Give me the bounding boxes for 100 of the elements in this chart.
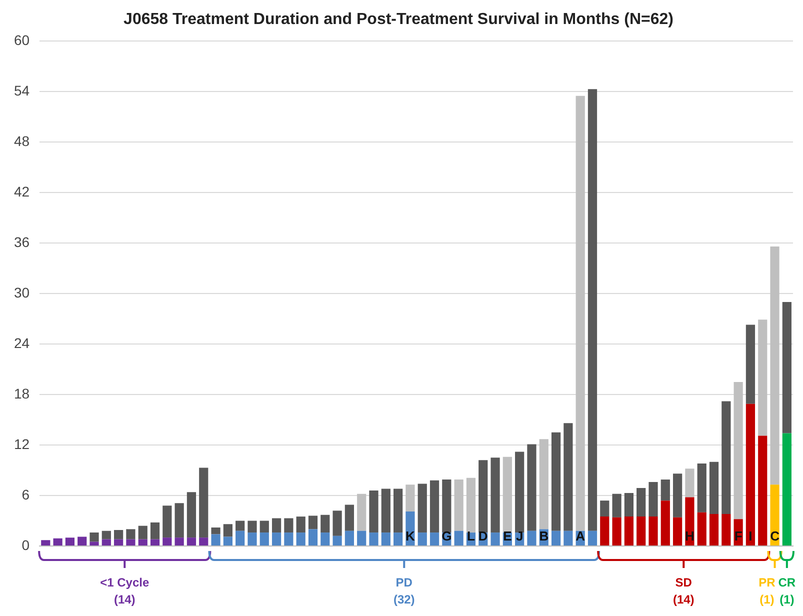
bar (138, 526, 148, 540)
y-tick-label: 24 (14, 334, 30, 351)
bar (90, 532, 99, 542)
bar (260, 532, 269, 546)
bar (782, 302, 792, 434)
data-label: I (748, 528, 752, 544)
bar (150, 539, 160, 546)
bar (332, 536, 342, 546)
bar (284, 518, 294, 533)
bar (746, 324, 756, 404)
bar (624, 492, 634, 517)
bar (102, 539, 111, 546)
bar (466, 478, 476, 533)
bar (673, 517, 682, 546)
bar (612, 494, 622, 518)
bar (320, 532, 330, 546)
bar (308, 529, 318, 546)
bar (770, 246, 780, 485)
bar (162, 538, 172, 546)
bar (223, 536, 232, 546)
bar (186, 538, 196, 546)
y-tick-label: 6 (22, 486, 30, 502)
bar (600, 516, 610, 546)
data-label: J (516, 528, 524, 544)
bar (588, 530, 598, 546)
bar (199, 538, 208, 546)
y-tick-label: 30 (14, 284, 30, 300)
text: CR (1) (778, 575, 796, 606)
bar (272, 532, 282, 546)
bar (612, 517, 622, 546)
legend-label: SD (14) (672, 575, 694, 606)
bar (236, 530, 245, 546)
bar (782, 433, 792, 546)
bar (588, 89, 598, 531)
legend-label: PR (1) (758, 575, 776, 606)
data-label: K (406, 528, 416, 544)
bar (478, 460, 488, 533)
bar (770, 484, 780, 546)
bar (576, 96, 585, 531)
bar (673, 474, 682, 518)
bar (697, 512, 706, 546)
bar (332, 510, 342, 536)
bar (734, 382, 743, 520)
bar (381, 532, 390, 546)
bar (442, 480, 452, 533)
bar (174, 538, 184, 546)
y-tick-label: 36 (14, 234, 30, 250)
bar (394, 532, 403, 546)
legend-label: <1 Cycle (14) (100, 575, 150, 606)
bar (527, 530, 536, 546)
bar (344, 504, 354, 531)
bar (296, 532, 306, 546)
bar (660, 500, 670, 546)
data-label: H (685, 528, 694, 544)
bar (636, 488, 646, 517)
bar (502, 456, 512, 533)
bar (272, 518, 282, 533)
bar (126, 539, 136, 546)
y-tick-label: 42 (14, 184, 30, 200)
bar (174, 503, 184, 538)
bar (551, 432, 561, 531)
y-tick-label: 54 (14, 82, 30, 99)
y-tick-label: 18 (14, 385, 30, 402)
bar (369, 490, 378, 533)
bar (199, 468, 208, 538)
y-tick-label: 12 (14, 436, 30, 452)
bar (260, 520, 269, 533)
bar (564, 530, 573, 546)
bar (697, 464, 706, 512)
bar (685, 497, 694, 546)
bar (515, 452, 524, 533)
bar (600, 500, 610, 517)
bar (722, 514, 731, 546)
bar (357, 494, 366, 531)
bar (709, 514, 719, 546)
bar (685, 468, 694, 498)
bar (186, 492, 196, 538)
bar (211, 527, 220, 534)
bar (296, 516, 306, 533)
bar (162, 506, 172, 538)
bar (78, 536, 87, 546)
bar (90, 542, 99, 546)
bar (418, 532, 427, 546)
data-label: L (466, 528, 475, 544)
bar (624, 516, 634, 546)
bar (150, 522, 160, 540)
bar (381, 488, 390, 533)
bar (236, 520, 245, 531)
bar (758, 436, 768, 546)
bar (660, 480, 670, 501)
bar (406, 484, 415, 512)
data-label: A (576, 528, 586, 544)
data-label: B (539, 528, 549, 544)
bar (454, 480, 464, 531)
bar (114, 530, 124, 540)
bar (490, 532, 500, 546)
bar (41, 540, 50, 546)
bar (53, 538, 62, 546)
y-tick-label: 60 (14, 32, 30, 48)
bar (490, 458, 500, 533)
